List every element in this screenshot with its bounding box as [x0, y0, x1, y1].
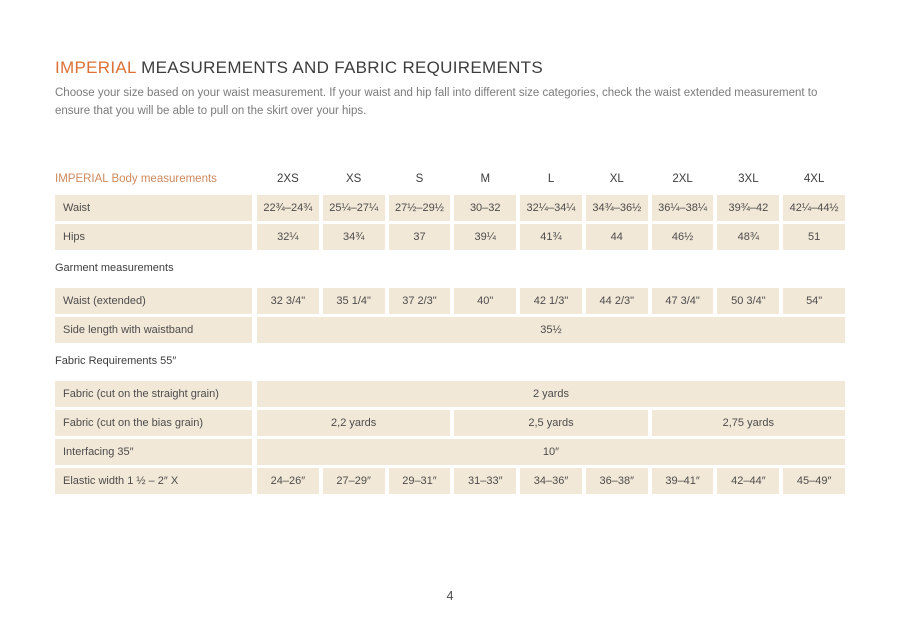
row-label: Fabric (cut on the bias grain) — [55, 409, 252, 436]
value-cell: 10″ — [257, 438, 845, 465]
size-column-header: 3XL — [738, 172, 759, 185]
value-cell: 37 — [388, 223, 451, 250]
value-cell: 46½ — [651, 223, 714, 250]
row-values: 22¾–24¾ 25¼–27¼ 27½–29½ 30–32 32¼–34¼ 34¾–36½… — [257, 194, 846, 221]
page-title-highlight: IMPERIAL — [55, 58, 137, 77]
value-cell: 34¾–36½ — [585, 194, 648, 221]
value-cell: 31–33″ — [454, 467, 517, 494]
size-column-header: L — [547, 172, 555, 185]
page-content: IMPERIAL MEASUREMENTS AND FABRIC REQUIRE… — [55, 58, 846, 497]
row-values: 32¼ 34¾ 37 39¼ 41¾ 44 46½ 48¾ 51 — [257, 223, 846, 250]
size-table-header-row: IMPERIAL Body measurements 2XS XS S M L XL 2XL… — [55, 167, 845, 191]
table-row: Fabric (cut on the straight grain) 2 yard… — [55, 380, 845, 407]
row-values: 24–26″ 27–29″ 29–31″ 31–33″ 34–36″ 36–38″ 39–4… — [257, 467, 846, 494]
value-cell: 48¾ — [717, 223, 780, 250]
row-values: 32 3/4" 35 1/4" 37 2/3" 40" 42 1/3" 44 2/3" 47… — [257, 287, 846, 314]
value-cell: 39–41″ — [651, 467, 714, 494]
value-cell: 34¾ — [322, 223, 385, 250]
value-cell: 32 3/4" — [257, 287, 319, 314]
value-cell: 44 2/3" — [585, 287, 648, 314]
value-cell: 54" — [783, 287, 846, 314]
size-table: IMPERIAL Body measurements 2XS XS S M L XL 2XL… — [55, 167, 846, 494]
value-cell: 42¼–44½ — [783, 194, 846, 221]
size-column-header: 2XL — [672, 172, 693, 185]
value-cell: 39¼ — [454, 223, 517, 250]
table-row: Waist 22¾–24¾ 25¼–27¼ 27½–29½ 30–32 32¼–34¼ 34… — [55, 194, 846, 221]
section-header-row: Garment measurements — [55, 255, 845, 281]
value-cell: 42 1/3" — [520, 287, 582, 314]
value-cell: 27–29″ — [322, 467, 385, 494]
size-column-header: 4XL — [803, 172, 825, 185]
value-cell: 47 3/4" — [651, 287, 714, 314]
value-cell: 40" — [454, 287, 517, 314]
page-title-rest: MEASUREMENTS AND FABRIC REQUIREMENTS — [136, 58, 543, 77]
size-column-header: XL — [609, 172, 624, 185]
size-column-header: M — [480, 172, 491, 185]
value-cell: 29–31″ — [388, 467, 451, 494]
section-header-row: Fabric Requirements 55″ — [55, 348, 845, 374]
value-cell: 32¼ — [257, 223, 319, 250]
value-cell: 27½–29½ — [388, 194, 451, 221]
value-cell: 24–26″ — [257, 467, 319, 494]
row-values: 35½ — [257, 316, 845, 343]
value-cell: 36–38″ — [585, 467, 648, 494]
row-label: Interfacing 35″ — [55, 438, 252, 465]
value-cell: 51 — [783, 223, 846, 250]
page-title: IMPERIAL MEASUREMENTS AND FABRIC REQUIRE… — [55, 58, 845, 78]
value-cell: 25¼–27¼ — [322, 194, 385, 221]
row-label: Garment measurements — [55, 261, 174, 274]
value-cell: 2 yards — [257, 380, 845, 407]
value-cell: 34–36″ — [520, 467, 582, 494]
value-cell: 42–44″ — [717, 467, 780, 494]
value-cell: 36¼–38¼ — [651, 194, 714, 221]
table-row: Side length with waistband 35½ — [55, 316, 845, 343]
value-cell: 30–32 — [454, 194, 517, 221]
row-values: 2 yards — [257, 380, 845, 407]
value-cell: 39¾–42 — [717, 194, 780, 221]
page-number: 4 — [446, 589, 454, 603]
row-values: 2,2 yards 2,5 yards 2,75 yards — [257, 409, 845, 436]
value-cell: 2,75 yards — [651, 409, 845, 436]
row-label: Fabric (cut on the straight grain) — [55, 380, 252, 407]
table-row: Interfacing 35″ 10″ — [55, 438, 845, 465]
size-table-body: Waist 22¾–24¾ 25¼–27¼ 27½–29½ 30–32 32¼–34¼ 34… — [55, 194, 846, 494]
row-label: Waist — [55, 194, 252, 221]
size-column-header: S — [415, 172, 424, 185]
value-cell: 37 2/3" — [388, 287, 451, 314]
value-cell: 35 1/4" — [322, 287, 385, 314]
value-cell: 45–49″ — [783, 467, 846, 494]
value-cell: 35½ — [257, 316, 845, 343]
value-cell: 44 — [585, 223, 648, 250]
size-column-header: 2XS — [277, 172, 299, 185]
row-label: Waist (extended) — [55, 287, 252, 314]
row-values: 10″ — [257, 438, 845, 465]
page-subtitle: Choose your size based on your waist mea… — [55, 87, 818, 117]
row-label: Fabric Requirements 55″ — [55, 354, 177, 367]
size-column-header: XS — [346, 172, 362, 185]
value-cell: 32¼–34¼ — [520, 194, 582, 221]
table-header-label: IMPERIAL Body measurements — [55, 172, 217, 185]
table-row: Fabric (cut on the bias grain) 2,2 yards 2… — [55, 409, 845, 436]
table-row: Elastic width 1 ½ – 2″ X 24–26″ 27–29″ 29–3… — [55, 467, 846, 494]
value-cell: 22¾–24¾ — [257, 194, 319, 221]
row-label: Elastic width 1 ½ – 2″ X — [55, 467, 252, 494]
row-label: Side length with waistband — [55, 316, 252, 343]
row-label: Hips — [55, 223, 252, 250]
value-cell: 2,5 yards — [454, 409, 648, 436]
value-cell: 2,2 yards — [257, 409, 451, 436]
value-cell: 50 3/4" — [717, 287, 780, 314]
size-header-cells: 2XS XS S M L XL 2XL 3XL 4XL — [257, 167, 845, 191]
value-cell: 41¾ — [520, 223, 582, 250]
table-row: Waist (extended) 32 3/4" 35 1/4" 37 2/3" 40"… — [55, 287, 846, 314]
table-row: Hips 32¼ 34¾ 37 39¼ 41¾ 44 46½ 48¾ 51 — [55, 223, 846, 250]
